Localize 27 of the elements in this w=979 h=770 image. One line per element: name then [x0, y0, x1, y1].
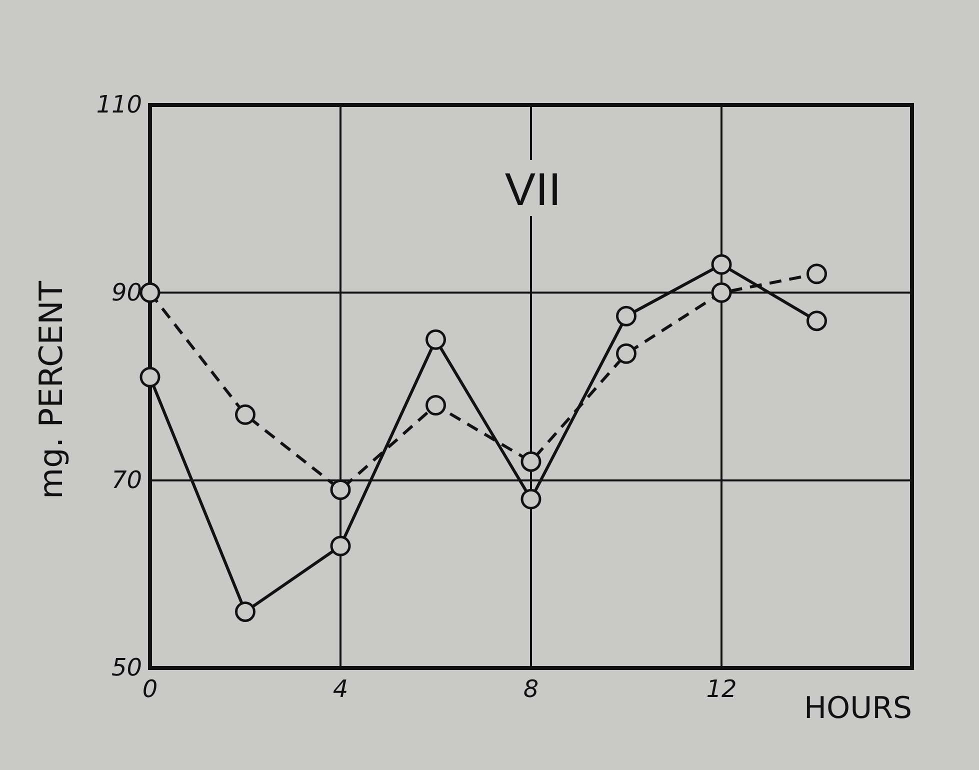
text: VII [504, 163, 562, 215]
point [330, 479, 351, 500]
x-tick-label: 4 [332, 675, 348, 704]
point [616, 343, 636, 364]
y-tick-label: 70 [111, 466, 142, 494]
y-tick-label: 90 [111, 278, 142, 306]
point [140, 282, 160, 303]
point [520, 451, 542, 472]
y-tick-label: 50 [111, 654, 142, 682]
point [140, 366, 160, 388]
x-tick-label: 8 [523, 675, 539, 704]
x-tick-label: 0 [142, 675, 158, 704]
point [520, 488, 542, 510]
point [330, 536, 351, 556]
point [806, 264, 827, 284]
point [806, 310, 827, 332]
y-axis-title: mg. PERCENT [32, 280, 70, 500]
point [426, 329, 446, 350]
x-axis-title: HOURS [804, 691, 912, 726]
y-tick-label: 110 [96, 90, 142, 119]
point [711, 254, 732, 275]
point [235, 601, 256, 622]
point [616, 306, 636, 326]
point [426, 395, 446, 416]
point [235, 404, 256, 425]
x-tick-label: 12 [706, 675, 737, 704]
point [711, 282, 732, 303]
